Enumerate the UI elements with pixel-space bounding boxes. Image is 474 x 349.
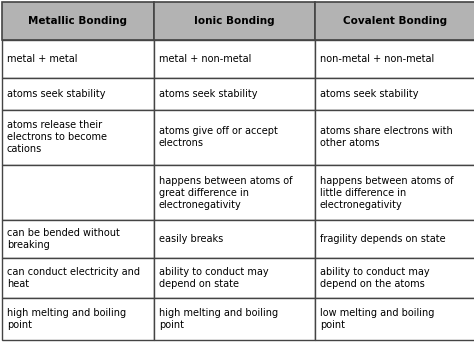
Text: Metallic Bonding: Metallic Bonding (28, 16, 128, 26)
Bar (315, 220, 474, 258)
Bar (154, 258, 315, 298)
Text: metal + metal: metal + metal (7, 54, 78, 64)
Bar (154, 40, 315, 78)
Text: high melting and boiling
point: high melting and boiling point (7, 308, 126, 330)
Text: Covalent Bonding: Covalent Bonding (344, 16, 447, 26)
Bar (154, 2, 315, 40)
Bar (315, 298, 474, 340)
Bar (315, 40, 474, 78)
Text: Ionic Bonding: Ionic Bonding (194, 16, 275, 26)
Bar (2, 258, 154, 298)
Bar (2, 110, 154, 165)
Bar (154, 78, 315, 110)
Text: happens between atoms of
great difference in
electronegativity: happens between atoms of great differenc… (159, 176, 292, 209)
Text: metal + non-metal: metal + non-metal (159, 54, 251, 64)
Bar (315, 110, 474, 165)
Bar (2, 220, 154, 258)
Text: atoms seek stability: atoms seek stability (320, 89, 419, 99)
Text: atoms seek stability: atoms seek stability (159, 89, 257, 99)
Text: easily breaks: easily breaks (159, 234, 223, 244)
Bar (2, 2, 154, 40)
Text: ability to conduct may
depend on the atoms: ability to conduct may depend on the ato… (320, 267, 429, 289)
Bar (154, 165, 315, 220)
Bar (2, 78, 154, 110)
Bar (154, 298, 315, 340)
Bar (2, 40, 154, 78)
Bar (2, 165, 154, 220)
Text: ability to conduct may
depend on state: ability to conduct may depend on state (159, 267, 269, 289)
Bar (315, 78, 474, 110)
Bar (154, 220, 315, 258)
Text: can be bended without
breaking: can be bended without breaking (7, 228, 120, 250)
Text: non-metal + non-metal: non-metal + non-metal (320, 54, 434, 64)
Text: atoms share electrons with
other atoms: atoms share electrons with other atoms (320, 126, 453, 149)
Bar (154, 110, 315, 165)
Text: can conduct electricity and
heat: can conduct electricity and heat (7, 267, 140, 289)
Text: high melting and boiling
point: high melting and boiling point (159, 308, 278, 330)
Bar (2, 298, 154, 340)
Text: happens between atoms of
little difference in
electronegativity: happens between atoms of little differen… (320, 176, 454, 209)
Text: atoms seek stability: atoms seek stability (7, 89, 106, 99)
Text: atoms give off or accept
electrons: atoms give off or accept electrons (159, 126, 278, 149)
Text: fragility depends on state: fragility depends on state (320, 234, 446, 244)
Text: low melting and boiling
point: low melting and boiling point (320, 308, 434, 330)
Bar (315, 2, 474, 40)
Bar (315, 165, 474, 220)
Bar (315, 258, 474, 298)
Text: atoms release their
electrons to become
cations: atoms release their electrons to become … (7, 120, 107, 155)
